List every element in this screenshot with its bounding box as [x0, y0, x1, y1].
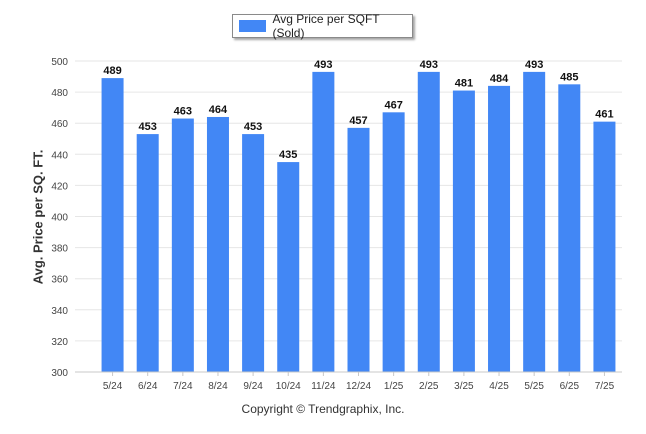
data-label: 461: [595, 109, 613, 121]
data-label: 489: [103, 65, 121, 77]
y-tick-label: 380: [51, 244, 68, 255]
data-label: 463: [174, 106, 192, 118]
bar-7/25: [593, 121, 616, 373]
x-tick-label: 8/24: [208, 381, 228, 392]
bar-10/24: [277, 162, 300, 372]
x-axis-ticks: 5/24 6/24 7/24 8/24 9/24 10/24 11/24 12/24 1/25 2…: [103, 372, 615, 392]
bar-3/25: [452, 90, 475, 373]
x-tick-label: 9/24: [243, 381, 263, 392]
x-tick-label: 3/25: [454, 381, 474, 392]
y-axis-ticks: 300 320 340 360 380 400 420 440 460 480 500: [51, 57, 68, 379]
bar-4/25: [488, 85, 511, 372]
copyright-footer: Copyright © Trendgraphix, Inc.: [241, 402, 405, 416]
legend: Avg Price per SQFT (Sold): [232, 12, 413, 40]
bar-2/25: [417, 71, 440, 372]
bar-5/25: [523, 71, 546, 372]
y-tick-label: 480: [51, 88, 68, 99]
y-tick-label: 360: [51, 275, 68, 286]
bar-1/25: [382, 112, 405, 372]
data-label: 457: [349, 115, 367, 127]
data-label: 467: [384, 99, 402, 111]
legend-label: Avg Price per SQFT (Sold): [272, 12, 380, 40]
data-label: 493: [314, 59, 332, 71]
bar-12/24: [347, 127, 370, 373]
x-tick-label: 7/25: [595, 381, 615, 392]
data-label: 435: [279, 149, 297, 161]
y-axis-label: Avg. Price per SQ. FT.: [30, 149, 46, 285]
y-tick-label: 500: [51, 57, 68, 68]
y-tick-label: 340: [51, 306, 68, 317]
x-tick-label: 5/25: [524, 381, 544, 392]
bar-8/24: [206, 116, 229, 372]
data-label: 464: [209, 104, 228, 116]
data-label: 481: [455, 78, 473, 90]
y-tick-label: 320: [51, 337, 68, 348]
data-label: 453: [244, 121, 262, 133]
x-tick-label: 6/25: [560, 381, 580, 392]
bar-7/24: [171, 118, 194, 372]
data-label: 493: [420, 59, 438, 71]
data-label: 493: [525, 59, 543, 71]
bar-9/24: [242, 134, 265, 372]
x-tick-label: 1/25: [384, 381, 404, 392]
y-tick-label: 460: [51, 119, 68, 130]
x-tick-label: 2/25: [419, 381, 439, 392]
bar-11/24: [312, 71, 335, 372]
bars: [101, 71, 616, 373]
data-label: 484: [490, 73, 509, 85]
bar-6/24: [136, 134, 159, 372]
x-tick-label: 5/24: [103, 381, 123, 392]
bar-5/24: [101, 78, 124, 372]
legend-swatch: [239, 20, 267, 32]
y-tick-label: 400: [51, 213, 68, 224]
bar-6/25: [558, 84, 581, 372]
y-tick-label: 300: [51, 368, 68, 379]
y-tick-label: 420: [51, 181, 68, 192]
x-tick-label: 12/24: [346, 381, 371, 392]
x-tick-label: 7/24: [173, 381, 193, 392]
x-tick-label: 4/25: [489, 381, 509, 392]
data-label: 485: [560, 71, 578, 83]
x-tick-label: 11/24: [311, 381, 336, 392]
y-tick-label: 440: [51, 150, 68, 161]
x-tick-label: 6/24: [138, 381, 158, 392]
data-labels: 489 453 463 464 453 435 493 457 467 493 481 484 493 4…: [103, 59, 613, 161]
data-label: 453: [139, 121, 157, 133]
x-tick-label: 10/24: [276, 381, 301, 392]
